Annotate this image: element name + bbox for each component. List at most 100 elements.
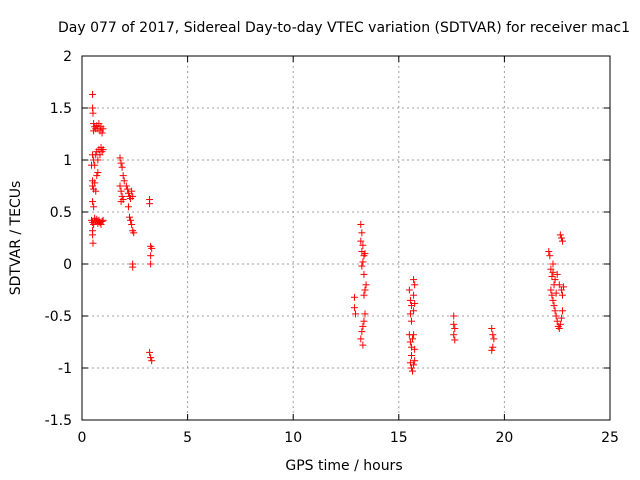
x-tick-label: 15 [390,430,408,446]
data-point [553,270,561,278]
data-point [553,317,561,325]
data-point [360,291,368,299]
data-point [361,310,369,318]
data-point [116,182,124,190]
data-point [89,231,97,239]
data-point [359,258,367,266]
data-point [488,324,496,332]
data-point [488,346,496,354]
data-point [407,352,415,360]
data-point [93,172,101,180]
data-point [89,198,97,206]
data-point [146,348,154,356]
data-point [411,300,419,308]
data-point [411,357,419,365]
data-point [451,324,459,332]
data-point [350,293,358,301]
data-point [97,220,105,228]
data-point [362,281,370,289]
data-point [406,296,414,304]
x-axis-label: GPS time / hours [285,458,402,474]
data-point [411,281,419,289]
data-point [116,154,124,162]
data-point [555,324,563,332]
data-point [350,304,358,312]
data-point [128,187,136,195]
data-point [361,286,369,294]
data-point [410,291,418,299]
data-point [411,345,419,353]
data-point [117,187,125,195]
grid [82,56,610,420]
data-point [409,335,417,343]
plot-frame [81,55,611,421]
data-point [94,156,102,164]
data-point [118,192,126,200]
data-point [120,177,128,185]
data-point [361,250,369,258]
y-axis-tick-labels: -1.5 -1 -0.5 0 0.5 1 1.5 2 [45,49,72,429]
data-point [89,239,97,247]
data-point [94,168,102,176]
data-point [558,291,566,299]
data-point [129,263,137,271]
data-point [546,252,554,260]
data-point [360,317,368,325]
data-point [558,237,566,245]
data-point [410,361,418,369]
data-point [147,260,155,268]
x-tick-label: 0 [78,430,87,446]
data-point [147,252,155,260]
data-point [357,220,365,228]
data-point [549,268,557,276]
data-point [405,286,413,294]
data-point [555,281,563,289]
data-point [548,291,556,299]
data-point [352,310,360,318]
data-point [357,335,365,343]
y-tick-label: 2 [63,49,72,65]
data-point [556,320,564,328]
chart-title: Day 077 of 2017, Sidereal Day-to-day VTE… [58,20,630,36]
y-tick-label: 0.5 [50,205,72,221]
data-point [551,276,559,284]
y-axis-label: SDTVAR / TECUs [8,181,24,296]
data-point [122,182,130,190]
data-point [556,231,564,239]
y-tick-label: -1 [58,361,72,377]
data-point [148,244,156,252]
x-tick-label: 5 [183,430,192,446]
data-point [406,310,414,318]
data-point [359,341,367,349]
data-point [123,185,131,193]
data-point [560,283,568,291]
data-point [552,289,560,297]
data-point [98,129,106,137]
data-point [126,213,134,221]
data-point [118,163,126,171]
data-point [89,90,97,98]
data-point [89,109,97,117]
data-point [545,248,553,256]
data-point [551,307,559,315]
data-point [124,203,132,211]
data-point [359,241,367,249]
data-point [490,335,498,343]
data-point [548,272,556,280]
data-point [88,161,96,169]
data-point [489,343,497,351]
data-point [549,260,557,268]
y-tick-label: -1.5 [45,413,72,429]
data-point [409,367,417,375]
data-point [358,328,366,336]
data-point [117,159,125,167]
data-point [410,276,418,284]
data-point [450,331,458,339]
data-point [358,229,366,237]
data-point [147,354,155,362]
x-tick-label: 25 [601,430,619,446]
data-point [130,229,138,237]
data-point [117,198,125,206]
data-point [357,237,365,245]
